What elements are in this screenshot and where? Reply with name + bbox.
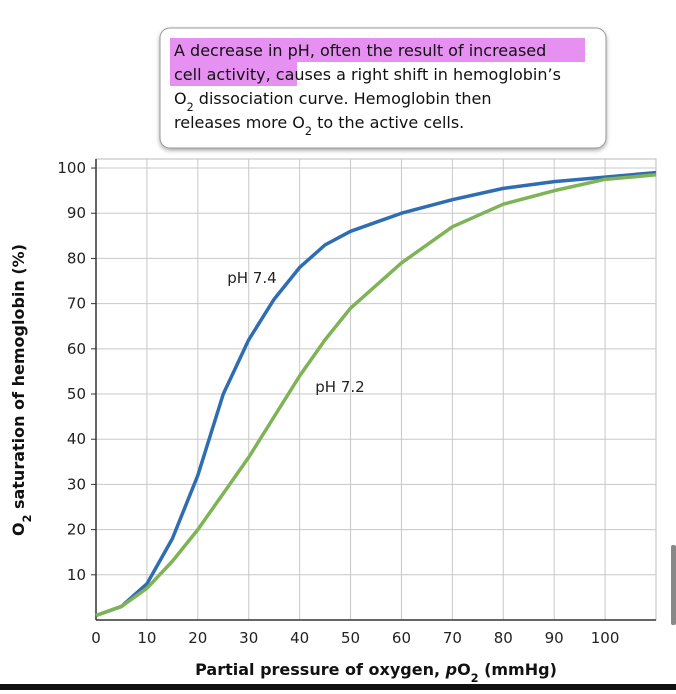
annotation-line: releases more O2 to the active cells. [174, 113, 464, 138]
highlight [170, 38, 585, 62]
x-tick-label: 30 [239, 629, 258, 647]
y-tick-label: 60 [67, 340, 86, 358]
text-segment: to the active cells. [312, 113, 464, 132]
series-label: pH 7.2 [315, 378, 364, 396]
y-tick-label: 30 [67, 475, 86, 493]
text-segment: 2 [305, 125, 312, 138]
text-segment: A decrease in pH, often the result of in… [174, 41, 546, 60]
y-tick-label: 50 [67, 385, 86, 403]
y-tick-label: 20 [67, 521, 86, 539]
text-segment: O [174, 89, 187, 108]
text-segment: releases more O [174, 113, 305, 132]
x-tick-label: 50 [341, 629, 360, 647]
text-segment: 2 [187, 101, 194, 114]
text-segment: p [445, 660, 457, 679]
text-segment: saturation of hemoglobin (%) [9, 244, 28, 515]
x-tick-label: 60 [392, 629, 411, 647]
x-tick-label: 80 [494, 629, 513, 647]
data-line [95, 173, 657, 618]
y-tick-label: 40 [67, 430, 86, 448]
annotation-line: A decrease in pH, often the result of in… [174, 41, 546, 60]
annotation-line: cell activity, causes a right shift in h… [174, 65, 561, 84]
x-tick-label: 90 [545, 629, 564, 647]
text-segment: Partial pressure of oxygen, [195, 660, 446, 679]
bottom-bar [0, 684, 676, 690]
y-tick-label: 100 [57, 159, 86, 177]
y-tick-label: 80 [67, 249, 86, 267]
x-tick-label: 70 [443, 629, 462, 647]
text-segment: O [9, 522, 28, 536]
x-tick-label: 40 [290, 629, 309, 647]
y-tick-label: 70 [67, 295, 86, 313]
y-tick-label: 10 [67, 566, 86, 584]
text-segment: cell activity, causes a right shift in h… [174, 65, 561, 84]
y-tick-label: 90 [67, 204, 86, 222]
text-segment: 2 [471, 672, 479, 685]
text-segment: O [457, 660, 471, 679]
series-label: pH 7.4 [227, 269, 276, 287]
x-tick-label: 20 [188, 629, 207, 647]
highlight [170, 62, 297, 86]
x-axis-label: Partial pressure of oxygen, pO2 (mmHg) [195, 660, 557, 685]
x-tick-label: 100 [591, 629, 620, 647]
text-segment: 2 [21, 515, 34, 523]
data-line [95, 170, 657, 618]
x-tick-label: 10 [137, 629, 156, 647]
scrollbar [671, 545, 676, 625]
x-tick-label: 0 [91, 629, 101, 647]
text-segment: dissociation curve. Hemoglobin then [194, 89, 492, 108]
y-axis-label: O2 saturation of hemoglobin (%) [9, 244, 34, 536]
annotation-line: O2 dissociation curve. Hemoglobin then [174, 89, 492, 114]
text-segment: (mmHg) [479, 660, 557, 679]
